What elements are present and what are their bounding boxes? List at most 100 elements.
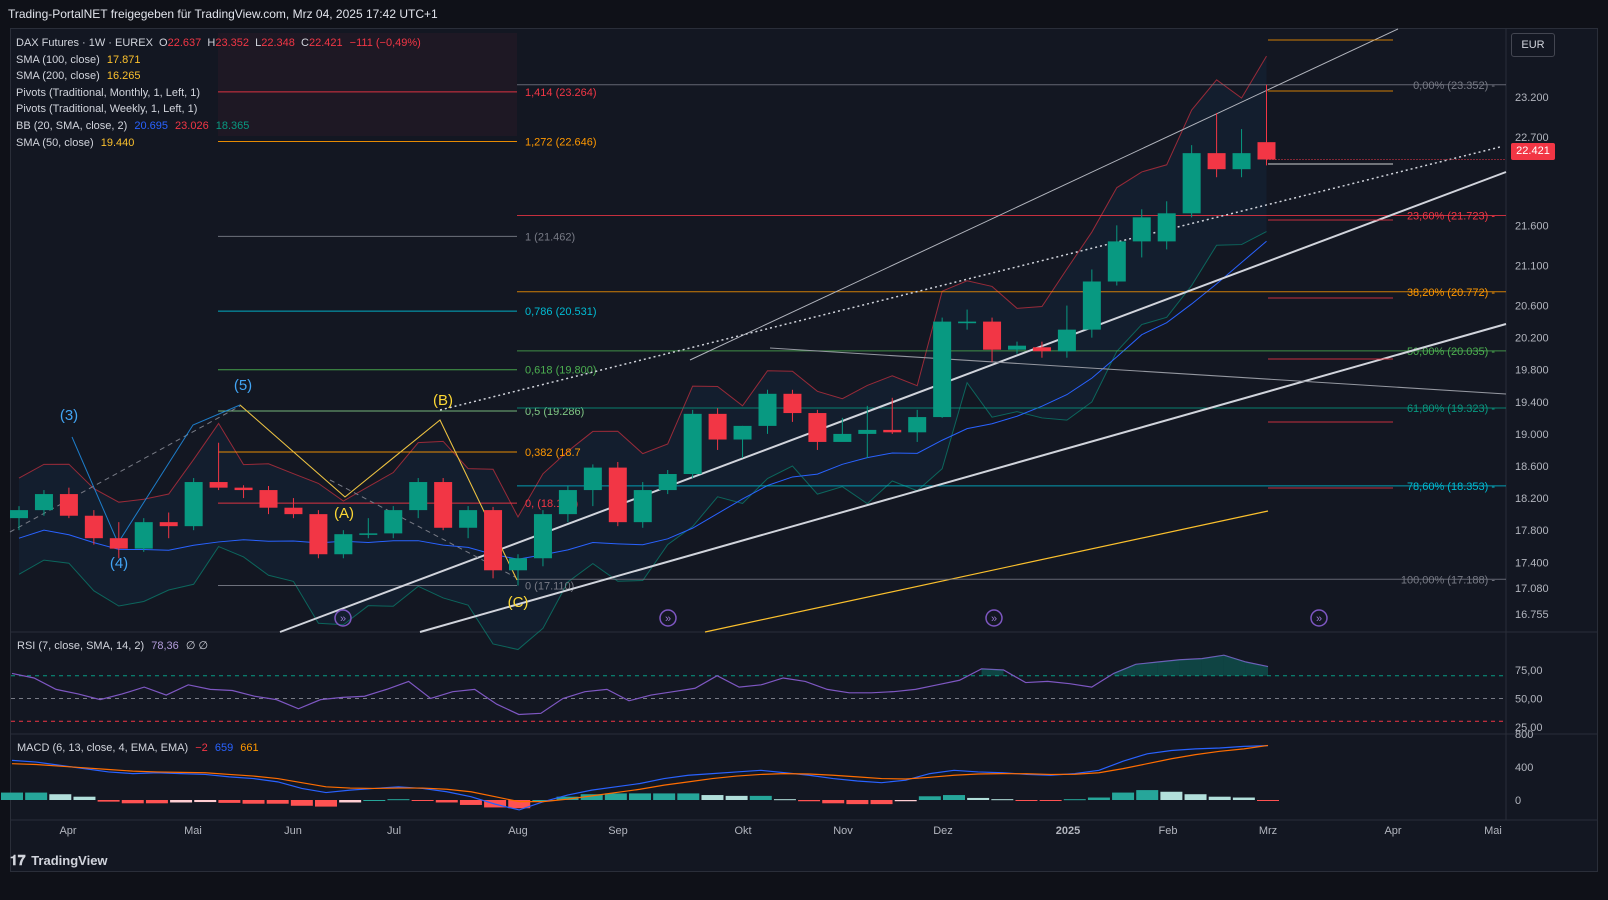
time-axis-label: Okt xyxy=(734,825,751,837)
sma-yellow-line xyxy=(704,510,1269,633)
rsi-legend[interactable]: RSI (7, close, SMA, 14, 2) 78,36 ∅ ∅ xyxy=(17,639,208,652)
macd-legend[interactable]: MACD (6, 13, close, 4, EMA, EMA) −2 659 … xyxy=(17,742,259,754)
rsi-value: 78,36 xyxy=(151,640,179,652)
price-axis-label: 16.755 xyxy=(1515,609,1549,621)
candle-body xyxy=(34,494,53,511)
macd-histogram-bar xyxy=(411,800,434,801)
macd-histogram-bar xyxy=(121,800,144,804)
candle-body xyxy=(1257,142,1276,160)
bb-lower-line xyxy=(18,231,1267,651)
candle-body xyxy=(10,510,28,519)
candle-body xyxy=(1057,329,1076,352)
fib-retracement-label: 50,00% (20.035) - xyxy=(1407,346,1495,358)
sma100-label: SMA (100, close) xyxy=(16,53,100,66)
rsi-overbought-fill xyxy=(1113,664,1136,676)
currency-button[interactable]: EUR xyxy=(1511,33,1555,57)
candle-body xyxy=(59,494,78,516)
candle-body xyxy=(1107,241,1126,282)
time-axis-label: Nov xyxy=(833,825,853,837)
tradingview-logo[interactable]: 𝟏𝟕 TradingView xyxy=(10,852,108,869)
price-axis-label: 19.400 xyxy=(1515,397,1549,409)
fib-extension-label: 0,786 (20.531) xyxy=(525,306,597,318)
event-marker-glyph: » xyxy=(340,613,346,625)
macd-histogram-bar xyxy=(266,800,289,804)
rsi-label: RSI (7, close, SMA, 14, 2) xyxy=(17,640,145,652)
legend-pivots-monthly-row[interactable]: Pivots (Traditional, Monthly, 1, Left, 1… xyxy=(16,85,421,102)
macd-axis-label: 800 xyxy=(1515,729,1533,741)
candle-body xyxy=(558,490,577,515)
candle-body xyxy=(1207,153,1226,170)
macd-histogram-bar xyxy=(1136,790,1159,800)
macd-histogram-bar xyxy=(846,800,869,805)
rsi-overbought-fill xyxy=(1157,659,1180,676)
legend-sma100-row[interactable]: SMA (100, close) 17.871 xyxy=(16,52,421,69)
rsi-overbought-fill xyxy=(981,668,1004,676)
bb-upper-line xyxy=(18,55,1267,518)
time-axis-label: Apr xyxy=(59,825,76,837)
candle-body xyxy=(459,510,478,528)
sma200-value: 16.265 xyxy=(106,70,141,83)
macd-histogram-bar xyxy=(1232,797,1255,800)
macd-histogram-bar xyxy=(1208,796,1231,800)
share-header: Trading-PortalNET freigegeben für Tradin… xyxy=(0,0,1608,28)
price-axis-label: 17.400 xyxy=(1515,557,1549,569)
price-axis-label: 21.100 xyxy=(1515,260,1549,272)
candle-body xyxy=(658,474,677,491)
candle-body xyxy=(783,393,802,414)
sma100-value: 17.871 xyxy=(106,53,141,66)
fib-retracement-label: 0,00% (23.352) - xyxy=(1413,80,1495,92)
candle-body xyxy=(509,558,527,571)
tradingview-logo-icon: 𝟏𝟕 xyxy=(10,852,26,868)
macd-histogram-bar xyxy=(73,796,96,800)
sma50-value: 19.440 xyxy=(100,136,135,149)
fib-retracement-label: 61,80% (19.323) - xyxy=(1407,403,1495,415)
fib-retracement-label: 78,60% (18.353) - xyxy=(1407,481,1495,493)
macd-histogram-bar xyxy=(1039,800,1062,801)
candle-body xyxy=(109,538,128,549)
event-marker-icon xyxy=(985,609,1003,627)
price-axis-label: 22.700 xyxy=(1515,132,1549,144)
channel-lower-line xyxy=(279,171,1507,633)
time-axis-label: Feb xyxy=(1159,825,1178,837)
elliott-wave-label: (B) xyxy=(433,392,453,409)
time-axis-label: Dez xyxy=(933,825,953,837)
legend-bb-row[interactable]: BB (20, SMA, close, 2) 20.695 23.026 18.… xyxy=(16,118,421,135)
legend-sma200-row[interactable]: SMA (200, close) 16.265 xyxy=(16,68,421,85)
candle-body xyxy=(184,482,203,527)
elliott-wave-yellow xyxy=(239,404,518,581)
candle-body xyxy=(858,429,877,434)
event-marker-icon xyxy=(334,609,352,627)
chart-frame[interactable] xyxy=(10,28,1598,872)
pivots-weekly-label: Pivots (Traditional, Weekly, 1, Left, 1) xyxy=(16,103,198,116)
elliott-wave-label: (C) xyxy=(508,594,529,611)
price-axis-label: 20.600 xyxy=(1515,301,1549,313)
legend-pivots-weekly-row[interactable]: Pivots (Traditional, Weekly, 1, Left, 1) xyxy=(16,101,421,118)
macd-label: MACD (6, 13, close, 4, EMA, EMA) xyxy=(17,742,189,754)
candle-body xyxy=(384,510,403,534)
tradingview-brand: TradingView xyxy=(31,853,108,868)
bb-upper-value: 23.026 xyxy=(175,119,209,132)
candle-body xyxy=(1232,153,1251,170)
candle-body xyxy=(234,487,253,491)
legend-symbol-row[interactable]: DAX Futures · 1W · EUREX O22.637 H23.352… xyxy=(16,37,421,49)
trendline-dotted xyxy=(439,146,1501,411)
candle-body xyxy=(883,429,902,433)
legend-sma50-row[interactable]: SMA (50, close) 19.440 xyxy=(16,135,421,152)
elliott-wave-label: (4) xyxy=(110,555,128,572)
price-axis-label: 18.200 xyxy=(1515,493,1549,505)
macd-histogram-bar xyxy=(315,800,337,807)
macd-histogram-bar xyxy=(1015,800,1038,801)
fib-extension-label: 0,5 (19.286) xyxy=(525,406,584,418)
sma200-label: SMA (200, close) xyxy=(16,70,100,83)
time-axis-label: Jun xyxy=(284,825,302,837)
macd-histogram-bar xyxy=(1184,794,1207,800)
macd-histogram-bar xyxy=(339,800,362,803)
bb-basis-value: 20.695 xyxy=(134,119,168,132)
time-axis-label: Jul xyxy=(387,825,401,837)
macd-histogram-bar xyxy=(363,800,386,801)
macd-histogram-bar xyxy=(532,800,555,801)
macd-histogram-bar xyxy=(701,795,724,800)
price-axis-label: 17.800 xyxy=(1515,525,1549,537)
rsi-line xyxy=(11,654,1269,716)
